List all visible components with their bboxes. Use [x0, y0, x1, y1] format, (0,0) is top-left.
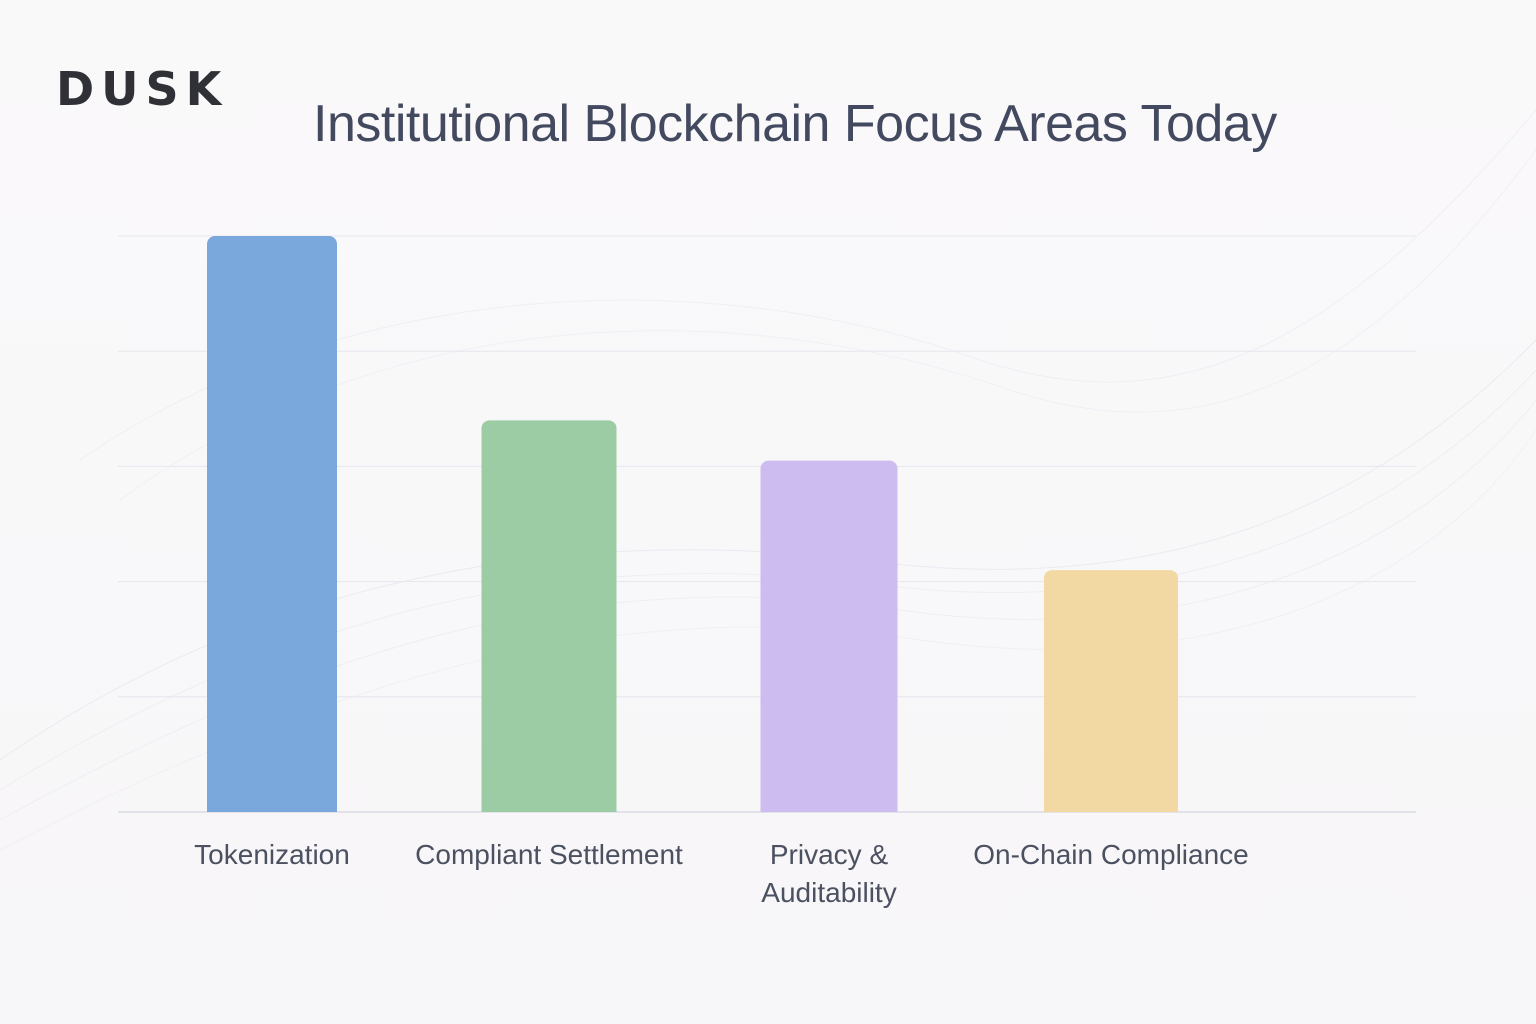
x-tick-label: Compliant Settlement	[389, 836, 709, 874]
x-tick-label-line: Auditability	[761, 877, 897, 908]
bar-base-fill	[760, 802, 898, 812]
bar-base-fill	[207, 802, 337, 812]
x-tick-label: Privacy & Auditability	[719, 836, 939, 912]
x-tick-label: On-Chain Compliance	[951, 836, 1271, 874]
bar-compliant-settlement	[481, 420, 617, 812]
bar-base-fill	[481, 802, 617, 812]
chart-title: Institutional Blockchain Focus Areas Tod…	[313, 95, 1277, 153]
bar-base-fill	[1044, 802, 1178, 812]
bar-tokenization	[207, 236, 337, 812]
bar-privacy-auditability	[760, 460, 898, 812]
brand-logo: DUSK	[56, 62, 229, 116]
bar-on-chain-compliance	[1044, 570, 1178, 812]
x-tick-label-line: Compliant Settlement	[415, 839, 683, 870]
x-tick-label-line: Tokenization	[194, 839, 350, 870]
x-tick-label: Tokenization	[162, 836, 382, 874]
x-tick-label-line: Privacy &	[769, 839, 889, 870]
x-tick-label-line: On-Chain Compliance	[973, 839, 1249, 870]
